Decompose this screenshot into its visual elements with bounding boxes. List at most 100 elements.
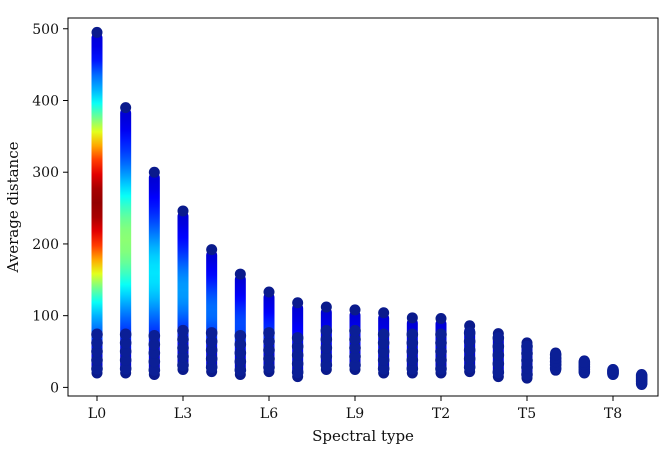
scatter-band-L1 (120, 107, 132, 374)
y-tick-label: 500 (32, 22, 59, 38)
data-point-T8 (607, 364, 619, 376)
scatter-column-L5 (234, 268, 247, 380)
data-point-T2 (435, 337, 447, 349)
data-point-L7 (291, 357, 304, 370)
data-point-T4 (492, 357, 505, 370)
data-point-T3 (463, 335, 476, 348)
x-axis-label: Spectral type (312, 427, 414, 445)
data-point-L6 (263, 352, 275, 365)
plot-area (91, 26, 648, 391)
scatter-column-L0 (91, 26, 103, 379)
y-tick-label: 400 (32, 93, 59, 109)
x-tick-label: L0 (88, 406, 106, 422)
data-point-T4 (492, 340, 505, 353)
data-point-T3 (463, 344, 476, 356)
data-point-T4 (492, 349, 505, 361)
data-point-L4 (205, 335, 218, 348)
data-point-L9 (349, 324, 361, 337)
data-point-L5 (234, 329, 247, 342)
x-tick-label: L6 (260, 406, 278, 422)
data-point-T6 (549, 348, 562, 361)
data-point-L1 (119, 345, 132, 358)
scatter-column-L1 (119, 102, 132, 379)
max-point-L6 (263, 286, 275, 298)
x-axis: L0 L3 L6 L9 T2 T5 T8 (88, 396, 622, 422)
data-point-L2 (148, 347, 161, 359)
scatter-column-T3 (463, 320, 476, 378)
data-point-L4 (205, 352, 218, 365)
scatter-column-T6 (549, 347, 562, 376)
data-point-L6 (263, 335, 275, 348)
data-point-T1 (406, 362, 419, 375)
data-point-L4 (205, 327, 218, 339)
data-point-T1 (406, 345, 419, 358)
data-point-L7 (291, 349, 304, 361)
max-point-L4 (206, 244, 218, 256)
data-point-L3 (177, 324, 189, 337)
data-point-L9 (349, 342, 361, 354)
y-axis-label: Average distance (4, 141, 22, 273)
data-point-L5 (234, 364, 247, 376)
y-axis: 0 100 200 300 400 500 (32, 22, 68, 396)
y-tick-label: 200 (32, 237, 59, 253)
data-point-L1 (119, 337, 132, 349)
data-point-L2 (148, 338, 161, 351)
data-point-T7 (578, 356, 591, 368)
data-point-T1 (406, 328, 419, 341)
data-point-L5 (234, 355, 247, 368)
scatter-column-T2 (435, 313, 447, 379)
scatter-column-T1 (406, 312, 419, 379)
y-tick-label: 300 (32, 165, 59, 181)
data-point-L8 (320, 359, 333, 371)
scatter-column-T4 (492, 328, 505, 383)
plot-frame (67, 17, 659, 397)
scatter-column-L2 (148, 166, 161, 380)
scatter-column-T9 (635, 368, 648, 391)
data-point-L5 (234, 338, 247, 351)
scatter-column-L3 (177, 205, 189, 375)
data-point-L4 (205, 344, 218, 356)
data-point-L8 (320, 350, 333, 363)
max-point-L8 (320, 301, 332, 313)
data-point-L9 (349, 359, 361, 371)
scatter-column-T7 (578, 355, 591, 379)
data-point-T2 (435, 354, 447, 366)
data-point-L3 (177, 359, 189, 371)
data-point-L2 (148, 329, 161, 342)
max-point-T2 (435, 313, 447, 325)
data-point-T0 (377, 328, 390, 341)
scatter-column-L6 (263, 286, 275, 378)
data-point-L4 (205, 361, 218, 374)
scatter-column-T8 (607, 363, 619, 380)
data-point-L0 (91, 337, 103, 349)
data-point-L8 (320, 324, 333, 337)
y-tick-label: 0 (50, 380, 59, 396)
data-point-T9 (635, 369, 648, 382)
data-point-L3 (177, 333, 189, 346)
scatter-column-L8 (320, 301, 333, 375)
data-point-T3 (463, 352, 476, 365)
data-point-T0 (377, 362, 390, 375)
data-point-T0 (377, 337, 390, 349)
data-point-L9 (349, 350, 361, 363)
data-point-L6 (263, 344, 275, 356)
data-point-T2 (435, 345, 447, 358)
scatter-column-L7 (291, 297, 304, 383)
data-point-L8 (320, 333, 333, 346)
max-point-L1 (120, 102, 132, 114)
x-tick-label: T8 (604, 406, 622, 422)
data-point-T3 (463, 361, 476, 374)
data-point-T3 (463, 327, 476, 339)
data-point-T0 (377, 345, 390, 358)
data-point-T4 (492, 332, 505, 344)
data-point-L1 (119, 354, 132, 366)
y-tick-label: 100 (32, 309, 59, 325)
data-point-L0 (91, 345, 103, 358)
data-point-L6 (263, 361, 275, 374)
data-point-T2 (435, 362, 447, 375)
data-point-L7 (291, 366, 304, 379)
data-point-T1 (406, 354, 419, 366)
max-point-L5 (234, 268, 246, 280)
data-point-L0 (91, 328, 103, 341)
x-tick-label: L9 (346, 406, 364, 422)
